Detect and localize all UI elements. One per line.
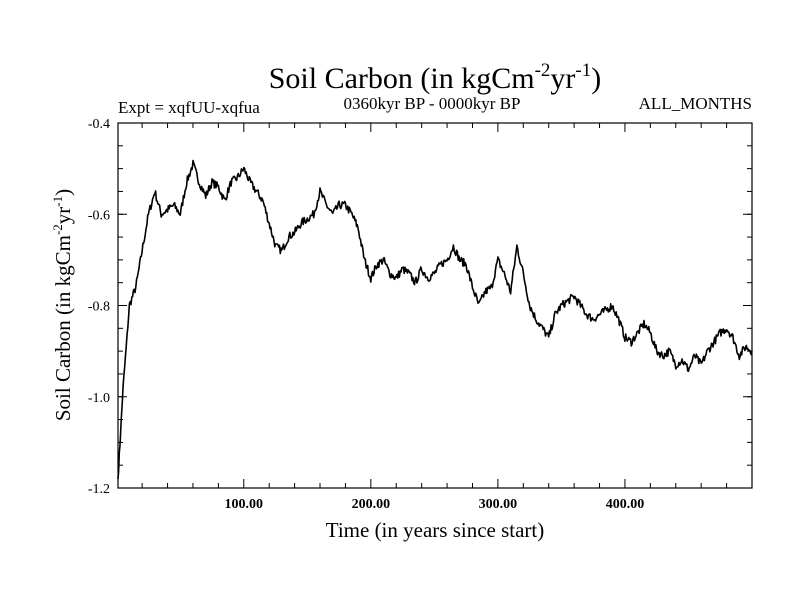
x-axis-label: Time (in years since start): [326, 518, 545, 542]
y-tick-label: -0.4: [88, 117, 110, 132]
subtitle-center: 0360kyr BP - 0000kyr BP: [344, 94, 521, 113]
subtitle-left: Expt = xqfUU-xqfua: [118, 98, 260, 117]
y-axis-label: Soil Carbon (in kgCm-2yr-1): [50, 189, 75, 421]
series-line-soil-carbon: [117, 159, 753, 479]
x-tick-label: 100.00: [225, 497, 264, 512]
x-tick-label: 300.00: [479, 497, 518, 512]
y-tick-label: -1.2: [88, 482, 110, 497]
y-tick-labels: -1.2 -1.0 -0.8 -0.6 -0.4: [88, 117, 110, 497]
chart-title: Soil Carbon (in kgCm-2yr-1): [269, 60, 602, 95]
y-tick-label: -0.6: [88, 208, 110, 223]
x-tick-label: 400.00: [606, 497, 645, 512]
x-tick-label: 200.00: [352, 497, 391, 512]
plot-frame: [117, 122, 753, 489]
y-tick-label: -1.0: [88, 391, 110, 406]
y-tick-label: -0.8: [88, 300, 110, 315]
x-tick-labels: 100.00 200.00 300.00 400.00: [225, 497, 645, 512]
subtitle-right: ALL_MONTHS: [639, 94, 752, 113]
tick-marks: [118, 122, 752, 489]
